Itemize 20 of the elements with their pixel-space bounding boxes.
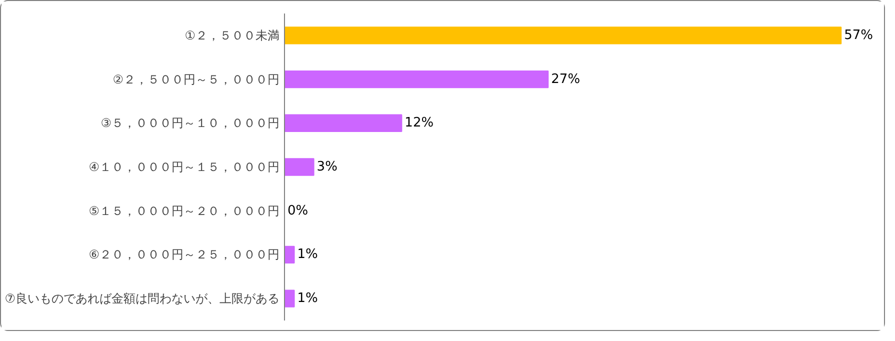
y-tick-label: ④１０，０００円～１５，０００円 xyxy=(88,160,280,174)
y-tick-label: ⑥２０，０００円～２５，０００円 xyxy=(88,248,280,262)
y-tick-label: ⑤１５，０００円～２０，０００円 xyxy=(88,204,280,218)
data-label: 1% xyxy=(297,291,318,306)
y-tick-label: ③５，０００円～１０，０００円 xyxy=(100,116,280,130)
bar xyxy=(284,70,549,88)
bar xyxy=(284,290,295,308)
data-label: 3% xyxy=(316,160,338,174)
data-label: 57% xyxy=(844,28,874,43)
y-tick-label: ⑦良いものであれば金額は問わないが、上限がある xyxy=(4,292,280,306)
data-label: 12% xyxy=(404,116,434,131)
data-label: 1% xyxy=(297,247,318,262)
y-tick-label: ②２，５００円～５，０００円 xyxy=(112,72,280,86)
bar xyxy=(284,114,402,132)
bar xyxy=(284,158,314,176)
bar xyxy=(284,26,842,44)
y-tick-label: ①２，５００未満 xyxy=(184,28,280,42)
bar xyxy=(284,246,295,264)
data-label: 27% xyxy=(551,72,580,87)
data-label: 0% xyxy=(288,203,308,218)
